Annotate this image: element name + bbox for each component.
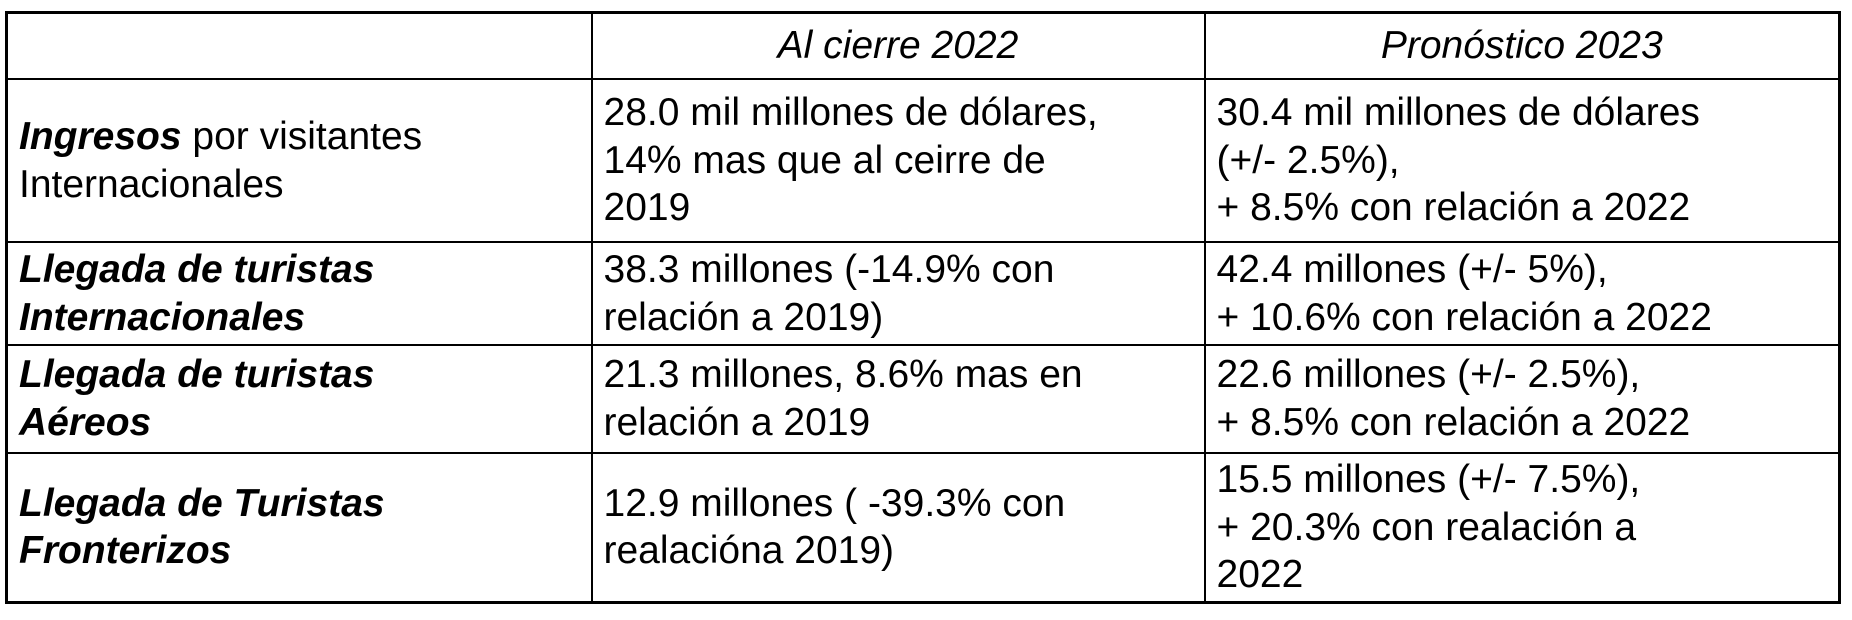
col-header-pronostico-2023: Pronóstico 2023 xyxy=(1203,11,1841,80)
table-row-turistas-aereos: Llegada de turistas Aéreos 21.3 millones… xyxy=(5,344,1841,454)
cell-turistas-fronterizos-cierre-2022: 12.9 millones ( -39.3% con realacióna 20… xyxy=(590,451,1206,604)
row-header-turistas-aereos: Llegada de turistas Aéreos xyxy=(5,344,593,454)
cell-ingresos-cierre-2022: 28.0 mil millones de dólares, 14% mas qu… xyxy=(590,78,1206,243)
row-header-bold-text: Ingresos xyxy=(19,114,182,158)
row-header-turistas-fronterizos: Llegada de Turistas Fronterizos xyxy=(5,451,593,604)
row-header-bold-text: Llegada de turistas Internacionales xyxy=(19,247,375,339)
table-row-ingresos: Ingresos por visitantes Internacionales … xyxy=(5,78,1841,243)
corner-header-cell xyxy=(5,11,593,80)
row-header-bold-text: Llegada de turistas Aéreos xyxy=(19,353,375,444)
table-row-turistas-internacionales: Llegada de turistas Internacionales 38.3… xyxy=(5,241,1841,346)
cell-turistas-aereos-pronostico-2023: 22.6 millones (+/- 2.5%), + 8.5% con rel… xyxy=(1203,344,1841,454)
cell-turistas-internacionales-cierre-2022: 38.3 millones (-14.9% con relación a 201… xyxy=(590,241,1206,346)
col-header-al-cierre-2022: Al cierre 2022 xyxy=(590,11,1206,80)
row-header-ingresos: Ingresos por visitantes Internacionales xyxy=(5,78,593,243)
row-header-turistas-internacionales: Llegada de turistas Internacionales xyxy=(5,241,593,346)
tourism-results-table: Al cierre 2022 Pronóstico 2023 Ingresos … xyxy=(5,11,1841,604)
table-header-row: Al cierre 2022 Pronóstico 2023 xyxy=(5,11,1841,80)
table-row-turistas-fronterizos: Llegada de Turistas Fronterizos 12.9 mil… xyxy=(5,451,1841,604)
cell-turistas-aereos-cierre-2022: 21.3 millones, 8.6% mas en relación a 20… xyxy=(590,344,1206,454)
cell-turistas-internacionales-pronostico-2023: 42.4 millones (+/- 5%), + 10.6% con rela… xyxy=(1203,241,1841,346)
row-header-bold-text: Llegada de Turistas Fronterizos xyxy=(19,481,385,573)
cell-turistas-fronterizos-pronostico-2023: 15.5 millones (+/- 7.5%), + 20.3% con re… xyxy=(1203,451,1841,604)
row-header-rest-text: por visitantes Internacionales xyxy=(19,114,423,206)
cell-ingresos-pronostico-2023: 30.4 mil millones de dólares (+/- 2.5%),… xyxy=(1203,78,1841,243)
